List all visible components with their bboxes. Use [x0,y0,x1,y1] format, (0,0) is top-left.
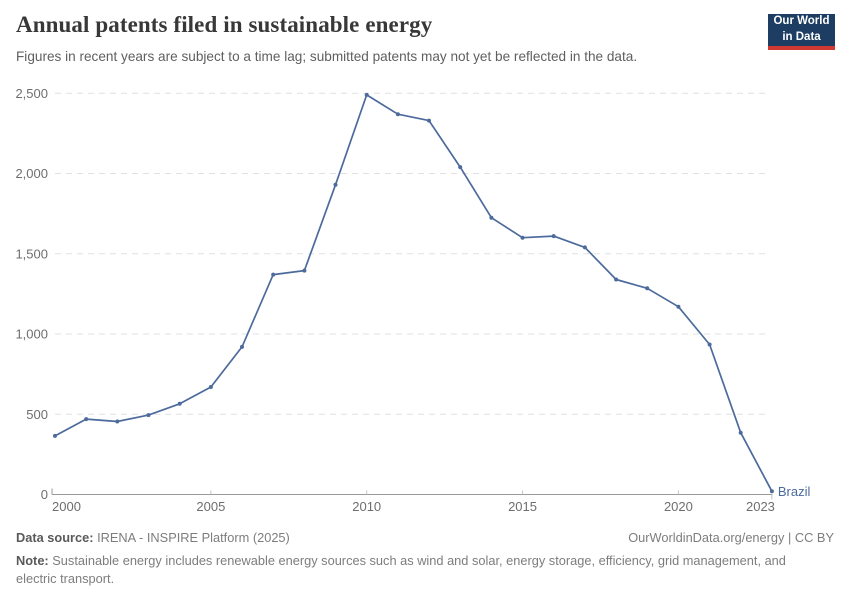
x-axis-tick-label: 2000 [52,499,81,514]
data-source-value: IRENA - INSPIRE Platform (2025) [97,530,290,545]
data-point[interactable] [769,489,774,494]
data-point[interactable] [271,272,276,277]
series-end-label: Brazil [778,484,811,499]
y-axis-tick-label: 500 [26,407,48,422]
chart-svg[interactable]: 0 500 1,000 1,500 2,000 2,500 2000 2005 2010 2015… [0,80,850,525]
x-axis-tick-label: 2023 [746,499,775,514]
data-point[interactable] [364,92,369,97]
series-line [54,94,773,492]
data-point[interactable] [146,413,151,418]
data-point[interactable] [302,268,307,273]
data-point[interactable] [240,344,244,349]
data-point[interactable] [645,286,650,291]
data-point[interactable] [177,401,182,406]
y-axis-tick-label: 2,000 [15,166,48,181]
data-point[interactable] [458,165,463,170]
data-point[interactable] [395,112,400,117]
y-axis-tick-label: 1,000 [15,327,48,342]
data-point[interactable] [738,430,743,435]
data-point[interactable] [489,215,494,220]
data-point[interactable] [551,234,556,239]
owid-logo-line1: Our World [773,15,830,28]
data-point[interactable] [707,342,712,347]
page-title: Annual patents filed in sustainable ener… [16,12,433,37]
x-axis-tick-label: 2010 [352,499,381,514]
data-point[interactable] [53,433,57,438]
x-axis-tick-label: 2020 [664,499,693,514]
data-point[interactable] [676,304,681,309]
x-axis-tick-label: 2015 [508,499,537,514]
y-axis-tick-label: 0 [41,487,48,502]
data-point[interactable] [582,245,587,250]
owid-logo[interactable]: Our World in Data [768,14,835,50]
data-point[interactable] [333,182,338,187]
y-axis-tick-label: 1,500 [15,246,48,261]
data-source-label: Data source: [16,530,94,545]
x-axis-tick-label: 2005 [196,499,225,514]
data-point[interactable] [84,417,89,422]
note-label: Note: [16,552,49,568]
owid-logo-line2: in Data [782,31,821,43]
attribution-link[interactable]: OurWorldinData.org/energy | CC BY [628,530,834,545]
data-point[interactable] [115,419,120,424]
line-chart[interactable]: 0 500 1,000 1,500 2,000 2,500 2000 2005 2010 2015… [0,80,850,525]
note-line: Note: Sustainable energy includes renewa… [16,552,816,589]
data-point[interactable] [520,235,525,240]
chart-footer: Data source: IRENA - INSPIRE Platform (2… [16,529,834,589]
data-source-line: Data source: IRENA - INSPIRE Platform (2… [16,529,290,548]
y-axis-tick-label: 2,500 [15,86,48,101]
page-subtitle: Figures in recent years are subject to a… [16,49,638,64]
note-text: Sustainable energy includes renewable en… [16,552,786,587]
data-point[interactable] [614,277,619,282]
data-point[interactable] [208,385,213,389]
data-point[interactable] [427,118,431,123]
